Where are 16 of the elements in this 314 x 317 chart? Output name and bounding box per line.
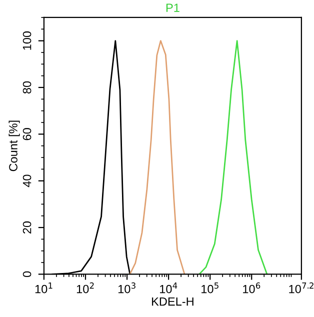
- y-tick-label: 60: [22, 128, 32, 140]
- x-tick-label: 10$^{4}$: [160, 282, 178, 294]
- y-tick-label: 40: [22, 174, 32, 188]
- y-tick-label: 80: [22, 81, 32, 94]
- chart-title: P1: [166, 4, 180, 12]
- x-tick-label: 10$^{7.2}$: [289, 282, 314, 294]
- y-tick-label: 20: [22, 221, 32, 234]
- x-tick-label: 10$^{1}$: [35, 282, 52, 294]
- y-tick-label: 100: [22, 31, 32, 50]
- x-tick-label: 10$^{5}$: [202, 282, 218, 294]
- x-tick-label: 10$^{3}$: [118, 282, 136, 294]
- y-tick-label: 0: [22, 271, 32, 278]
- x-tick-label: 10$^{6}$: [243, 282, 260, 294]
- x-tick-label: 10$^{2}$: [76, 282, 94, 294]
- y-axis-title: Count [%]: [8, 120, 20, 172]
- x-axis-title: KDEL-H: [152, 297, 194, 306]
